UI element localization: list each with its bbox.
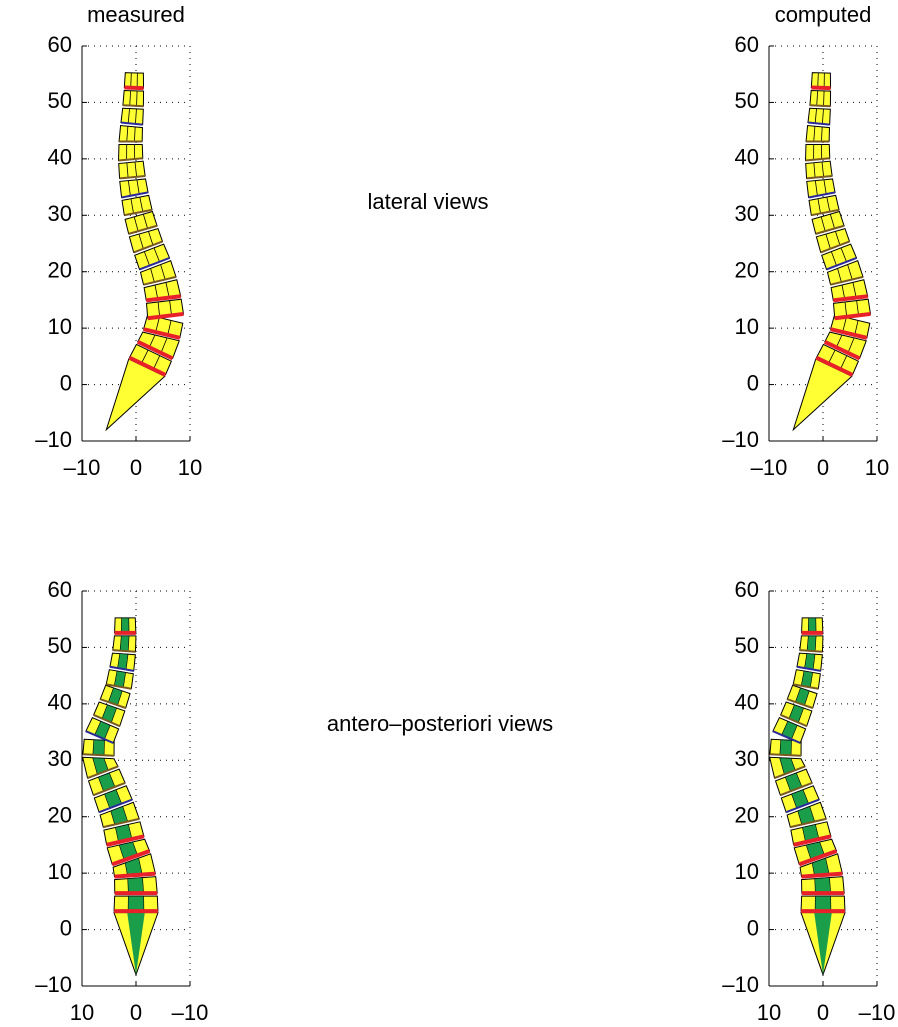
y-tick-label: 10 [48,314,72,339]
x-tick-label: –10 [172,1000,209,1022]
vertebra-body [128,896,144,911]
vertebra-body [808,618,816,633]
spine [770,618,845,975]
x-tick-label: –10 [859,1000,896,1022]
vertebra-body [780,740,792,756]
y-tick-label: 20 [48,803,72,828]
y-tick-label: 30 [735,746,759,771]
y-tick-label: 40 [48,145,72,170]
x-tick-label: –10 [64,455,101,480]
y-tick-label: –10 [35,427,72,452]
y-tick-label: 30 [48,746,72,771]
y-tick-label: 60 [735,32,759,57]
x-tick-label: 10 [757,1000,781,1022]
y-tick-label: 20 [735,258,759,283]
x-tick-label: 0 [817,1000,829,1022]
y-tick-label: –10 [722,972,759,997]
x-tick-label: 10 [70,1000,94,1022]
y-tick-label: 0 [60,370,72,395]
vertebra [806,126,829,142]
y-tick-label: 40 [735,145,759,170]
spine [106,73,183,430]
y-tick-label: 0 [747,915,759,940]
x-tick-label: 0 [817,455,829,480]
y-tick-label: 40 [48,690,72,715]
x-tick-label: 0 [130,455,142,480]
x-tick-label: 0 [130,1000,142,1022]
annotation: antero–posteriori views [327,711,553,736]
vertebra-body [815,878,831,894]
y-tick-label: 30 [48,201,72,226]
y-tick-label: –10 [722,427,759,452]
vertebra-body [121,618,129,633]
y-tick-label: 30 [735,201,759,226]
y-tick-label: 10 [48,859,72,884]
annotation: lateral views [367,189,488,214]
disc [123,105,143,106]
y-tick-label: 50 [735,88,759,113]
spine [793,73,870,430]
vertebra [810,91,831,107]
x-tick-label: 10 [865,455,889,480]
spine [83,618,158,975]
vertebra-body [805,654,815,670]
vertebra-body [93,740,105,756]
plot-title: measured [87,2,185,27]
plot-title: computed [775,2,872,27]
y-tick-label: –10 [35,972,72,997]
disc [124,88,143,89]
y-tick-label: 50 [48,88,72,113]
vertebra-body [120,636,129,651]
vertebra-body [118,654,128,670]
vertebra [119,126,142,142]
y-tick-label: 0 [60,915,72,940]
x-tick-label: 10 [178,455,202,480]
x-tick-label: –10 [751,455,788,480]
vertebra-body [815,896,831,911]
y-tick-label: 20 [735,803,759,828]
vertebra-line [137,91,138,106]
y-tick-label: 60 [48,577,72,602]
disc [811,88,830,89]
y-tick-label: 50 [735,633,759,658]
y-tick-label: 20 [48,258,72,283]
vertebra-body [128,878,144,894]
vertebra-line [824,91,825,106]
y-tick-label: 60 [735,577,759,602]
y-tick-label: 40 [735,690,759,715]
y-tick-label: 10 [735,314,759,339]
y-tick-label: 10 [735,859,759,884]
y-tick-label: 60 [48,32,72,57]
vertebra [123,91,144,107]
disc [810,105,830,106]
y-tick-label: 50 [48,633,72,658]
vertebra-body [807,636,816,651]
y-tick-label: 0 [747,370,759,395]
